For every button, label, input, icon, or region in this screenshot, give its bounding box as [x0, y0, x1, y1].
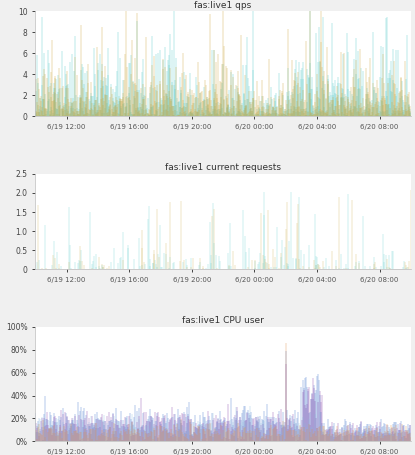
Title: fas:live1 CPU user: fas:live1 CPU user [182, 317, 264, 325]
Title: fas:live1 qps: fas:live1 qps [195, 1, 251, 10]
Title: fas:live1 current requests: fas:live1 current requests [165, 163, 281, 172]
